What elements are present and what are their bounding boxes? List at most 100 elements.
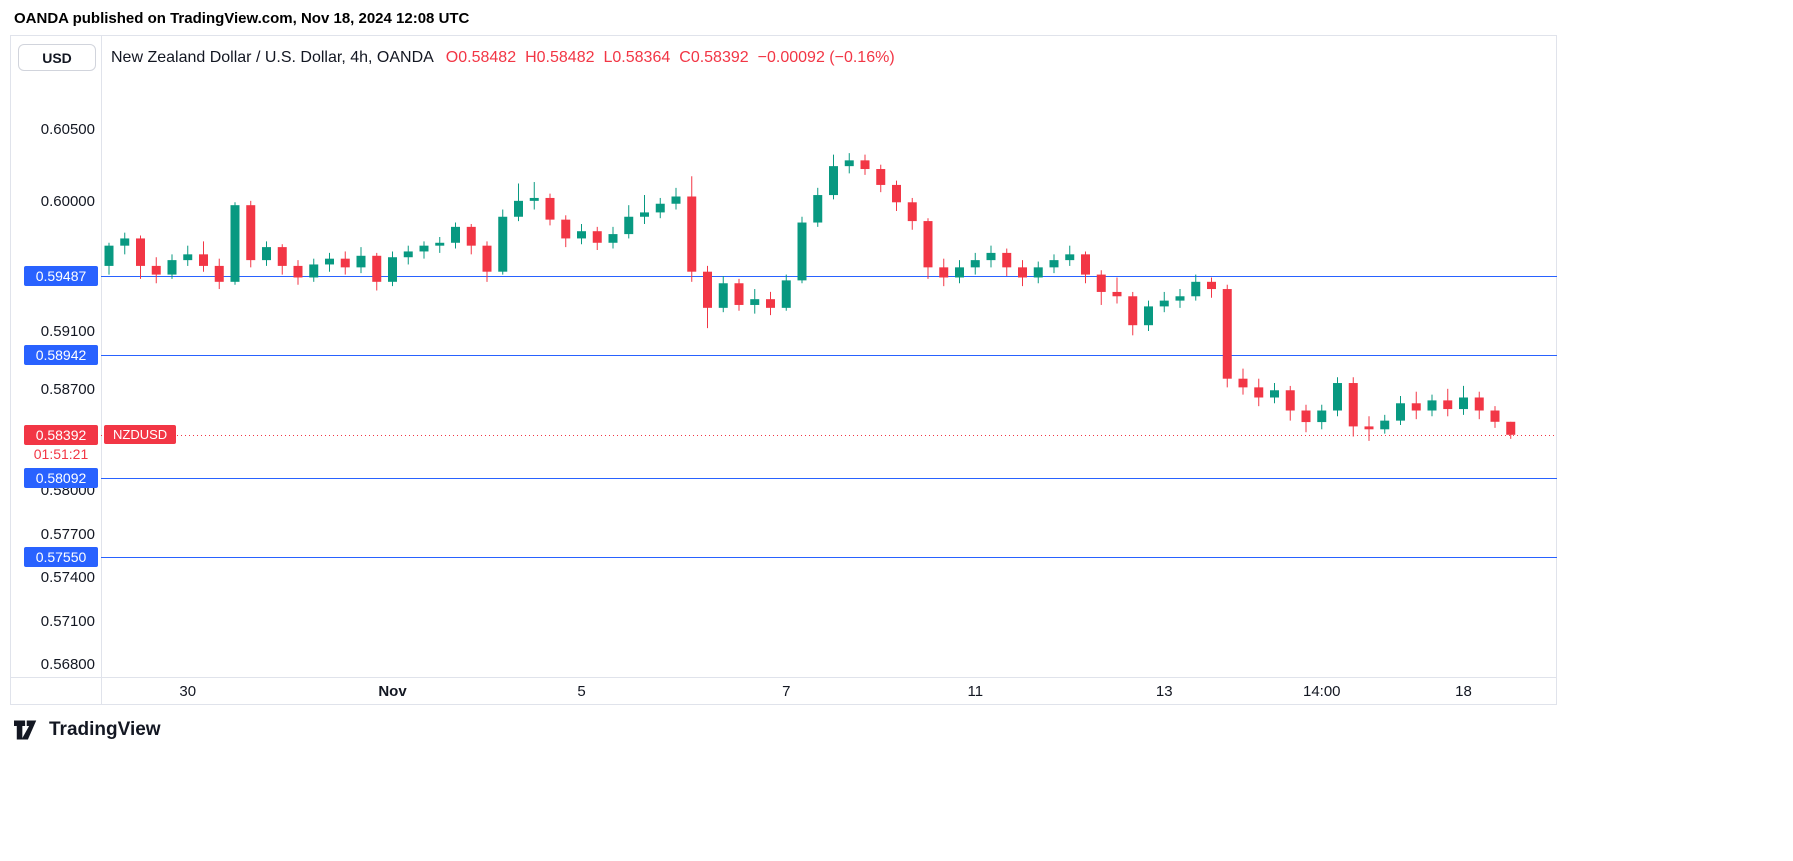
- candle-body: [577, 231, 586, 239]
- candle-body: [403, 251, 413, 258]
- price-axis-tick: 0.57400: [40, 569, 95, 587]
- candle-body: [1191, 281, 1201, 297]
- time-axis-tick[interactable]: 7: [782, 683, 791, 700]
- time-axis-tick[interactable]: Nov: [378, 683, 407, 700]
- level-price-badge[interactable]: 0.57550: [24, 546, 98, 567]
- candle-body: [892, 184, 901, 203]
- candle-body: [514, 200, 523, 217]
- candle-body: [671, 196, 681, 204]
- candle-body: [1175, 296, 1185, 301]
- candle-body: [1112, 291, 1122, 297]
- time-axis-tick[interactable]: 5: [577, 683, 586, 700]
- candle-body: [199, 254, 208, 266]
- candle-body: [372, 255, 382, 282]
- symbol-title[interactable]: New Zealand Dollar / U.S. Dollar, 4h, OA…: [111, 49, 434, 66]
- candle-body: [608, 234, 618, 243]
- bar-countdown: 01:51:21: [33, 445, 89, 462]
- legend-close-label: C: [679, 49, 691, 66]
- price-axis-tick: 0.59100: [40, 323, 95, 341]
- legend-low-value: 0.58364: [612, 49, 671, 66]
- candle-body: [1018, 267, 1027, 278]
- price-axis-tick: 0.57700: [40, 525, 95, 543]
- candle-body: [561, 219, 571, 239]
- time-axis-tick[interactable]: 13: [1155, 683, 1173, 700]
- candle-body: [1396, 403, 1405, 421]
- candle-body: [1254, 387, 1264, 398]
- candle-body: [451, 226, 460, 243]
- time-axis-separator: [11, 677, 1556, 678]
- candle-body: [120, 238, 130, 246]
- legend-high-value: 0.58482: [536, 49, 595, 66]
- candle-body: [1317, 410, 1327, 423]
- candle-body: [262, 247, 271, 261]
- candle-body: [970, 260, 980, 268]
- candle-body: [876, 169, 886, 185]
- candle-body: [1128, 296, 1138, 326]
- candle-body: [907, 202, 917, 222]
- candle-body: [545, 197, 555, 220]
- candle-body: [340, 258, 350, 268]
- candle-body: [1333, 383, 1342, 411]
- candle-body: [1459, 397, 1468, 410]
- candle-body: [230, 205, 240, 282]
- chart-legend: New Zealand Dollar / U.S. Dollar, 4h, OA…: [111, 49, 904, 67]
- level-price-badge[interactable]: 0.58942: [24, 345, 98, 366]
- legend-close-value: 0.58392: [690, 49, 749, 66]
- candle-body: [293, 265, 303, 278]
- candle-body: [986, 252, 996, 261]
- candle-body: [246, 205, 256, 261]
- candle-body: [955, 267, 964, 278]
- candle-body: [687, 196, 697, 272]
- candle-body: [1474, 397, 1484, 411]
- candle-body: [1081, 254, 1090, 275]
- candle-body: [923, 221, 933, 268]
- candle-body: [766, 299, 775, 308]
- time-axis-tick[interactable]: 11: [967, 683, 984, 700]
- candlestick-plot[interactable]: [101, 36, 1557, 677]
- candle-body: [325, 258, 334, 265]
- candle-body: [1222, 289, 1232, 379]
- candle-body: [435, 242, 445, 246]
- candle-body: [640, 212, 649, 217]
- candle-body: [797, 222, 807, 281]
- price-axis-tick: 0.60500: [40, 120, 95, 138]
- candle-body: [183, 254, 193, 261]
- candle-body: [1364, 426, 1374, 430]
- candle-body: [1096, 274, 1106, 292]
- candle-body: [829, 166, 838, 196]
- candle-body: [718, 283, 728, 308]
- candle-body: [624, 216, 634, 235]
- price-axis-tick: 0.57100: [40, 612, 95, 630]
- candle-body: [1159, 300, 1169, 307]
- legend-open: O0.58482: [446, 49, 516, 67]
- candle-body: [1348, 383, 1358, 427]
- level-price-badge[interactable]: 0.58092: [24, 468, 98, 489]
- candle-body: [104, 245, 114, 266]
- candle-body: [844, 160, 854, 167]
- price-axis-separator: [101, 36, 102, 704]
- candle-body: [750, 299, 760, 305]
- legend-high: H0.58482: [525, 49, 594, 67]
- candle-body: [1033, 267, 1043, 278]
- candle-body: [1207, 281, 1216, 290]
- time-axis-tick[interactable]: 30: [179, 683, 197, 700]
- level-price-badge[interactable]: 0.59487: [24, 266, 98, 287]
- legend-low: L0.58364: [604, 49, 671, 67]
- currency-toggle-usd[interactable]: USD: [18, 44, 96, 71]
- tradingview-brand[interactable]: TradingView: [49, 719, 161, 740]
- candle-body: [466, 226, 476, 246]
- time-axis-tick[interactable]: 18: [1455, 683, 1472, 700]
- candle-body: [1301, 410, 1311, 423]
- candle-body: [529, 197, 539, 201]
- time-axis-tick[interactable]: 14:00: [1302, 683, 1341, 700]
- price-axis-tick: 0.56800: [40, 655, 95, 673]
- candle-body: [655, 203, 665, 213]
- footer: TradingView: [14, 719, 161, 741]
- candle-body: [388, 257, 397, 282]
- candle-body: [1002, 252, 1012, 268]
- tradingview-logo-icon[interactable]: [14, 720, 41, 740]
- candle-body: [1065, 254, 1075, 261]
- candle-body: [781, 280, 791, 308]
- candle-body: [1049, 260, 1059, 268]
- candle-body: [1411, 403, 1421, 411]
